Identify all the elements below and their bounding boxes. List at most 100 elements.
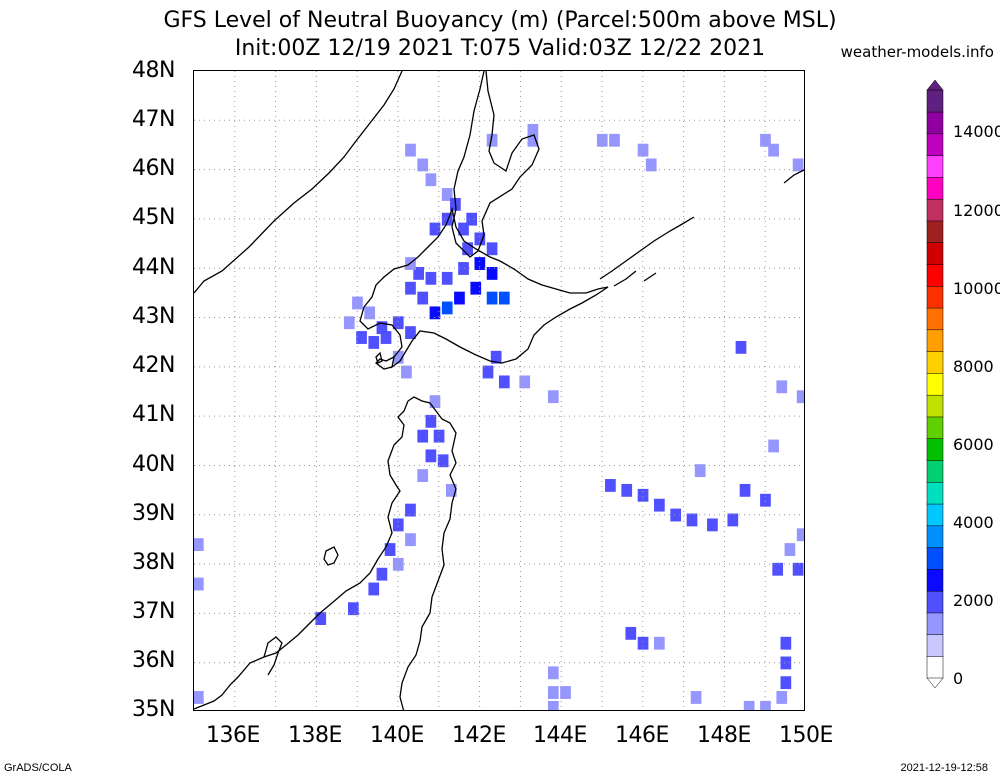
- field-cell: [429, 222, 441, 236]
- field-cell: [547, 666, 559, 680]
- colorbar-segment: [926, 176, 944, 200]
- lat-label-36n: 36N: [132, 648, 175, 673]
- field-cell: [670, 508, 682, 522]
- field-cell: [780, 656, 792, 670]
- field-cell: [498, 375, 510, 389]
- lat-label-40n: 40N: [132, 452, 175, 477]
- field-cell: [405, 281, 416, 295]
- coastline-hokkaido: [359, 206, 609, 369]
- map-plot-area: [193, 70, 805, 711]
- field-cell: [429, 395, 441, 409]
- field-cell: [474, 257, 486, 270]
- field-cell: [527, 133, 539, 147]
- lon-label-136e: 136E: [206, 723, 260, 748]
- field-cell: [405, 326, 416, 339]
- field-cell: [425, 449, 437, 463]
- field-cell: [637, 636, 649, 650]
- colorbar-segment: [926, 307, 944, 331]
- colorbar-segment: [926, 89, 944, 113]
- field-cell: [707, 518, 718, 532]
- colorbar-segment: [926, 329, 944, 352]
- colorbar-segment: [926, 242, 944, 265]
- field-cell: [392, 350, 404, 364]
- colorbar-segment: [926, 198, 944, 222]
- colorbar-segment: [926, 568, 944, 592]
- field-cell: [356, 331, 367, 344]
- colorbar-label-12000: 12000: [953, 201, 1000, 220]
- field-cell: [194, 577, 204, 591]
- coastline-sado: [323, 546, 339, 566]
- field-cell: [486, 266, 498, 280]
- lon-label-148e: 148E: [697, 723, 751, 748]
- field-cell: [498, 291, 510, 305]
- field-cell: [462, 242, 473, 256]
- lat-label-39n: 39N: [132, 501, 175, 526]
- field-cell: [437, 454, 449, 468]
- colorbar-segment: [926, 655, 944, 679]
- lat-label-43n: 43N: [132, 304, 175, 329]
- field-cell: [780, 636, 792, 650]
- colorbar-segment: [926, 503, 944, 527]
- map-canvas: [194, 71, 804, 710]
- field-cell: [445, 483, 457, 497]
- field-cell: [474, 232, 486, 246]
- field-cell: [441, 301, 453, 315]
- field-cell: [384, 543, 396, 556]
- field-cell: [727, 513, 739, 527]
- field-cell: [417, 158, 429, 172]
- field-cell: [739, 483, 751, 497]
- lat-label-47n: 47N: [132, 107, 175, 132]
- field-cell: [458, 222, 469, 236]
- field-cell: [796, 390, 804, 404]
- lnb-field-layer: [194, 124, 804, 710]
- lon-label-150e: 150E: [779, 723, 833, 748]
- lat-label-38n: 38N: [132, 550, 175, 575]
- field-cell: [194, 538, 204, 552]
- field-cell: [413, 266, 424, 280]
- colorbar-segment: [926, 525, 944, 548]
- lon-label-142e: 142E: [452, 723, 506, 748]
- lon-label-144e: 144E: [533, 723, 587, 748]
- field-cell: [417, 429, 429, 443]
- field-cell: [547, 700, 559, 710]
- field-cell: [596, 133, 608, 147]
- field-cell: [490, 350, 502, 364]
- field-cell: [429, 306, 441, 320]
- colorbar-label-2000: 2000: [953, 591, 994, 610]
- field-cell: [376, 321, 388, 335]
- colorbar-segment: [926, 634, 944, 657]
- coastline-okushiri: [375, 351, 383, 364]
- field-cell: [735, 340, 747, 354]
- field-cell: [441, 212, 453, 226]
- field-cell: [380, 331, 392, 344]
- colorbar: [926, 80, 944, 689]
- colorbar-segment: [926, 155, 944, 178]
- field-cell: [352, 296, 363, 310]
- colorbar-segment: [926, 590, 944, 614]
- field-cell: [654, 498, 665, 512]
- field-cell: [637, 143, 649, 157]
- field-cell: [454, 291, 465, 305]
- field-cell: [343, 316, 355, 330]
- field-cell: [425, 173, 437, 187]
- field-cell: [792, 562, 804, 576]
- field-cell: [425, 271, 437, 285]
- colorbar-label-8000: 8000: [953, 357, 994, 376]
- colorbar-label-4000: 4000: [953, 513, 994, 532]
- coastline-honshu: [194, 396, 457, 710]
- field-cell: [625, 626, 637, 640]
- field-cell: [694, 464, 706, 478]
- lat-label-35n: 35N: [132, 697, 175, 722]
- field-cell: [645, 158, 657, 172]
- field-cell: [392, 557, 404, 571]
- colorbar-segment: [926, 481, 944, 505]
- field-cell: [466, 212, 478, 226]
- field-cell: [194, 691, 204, 704]
- colorbar-segment: [926, 416, 944, 439]
- field-cell: [776, 380, 788, 394]
- colorbar-label-10000: 10000: [953, 279, 1000, 298]
- lat-label-48n: 48N: [132, 58, 175, 83]
- field-cell: [441, 271, 453, 285]
- lon-label-146e: 146E: [615, 723, 669, 748]
- field-cell: [637, 488, 649, 502]
